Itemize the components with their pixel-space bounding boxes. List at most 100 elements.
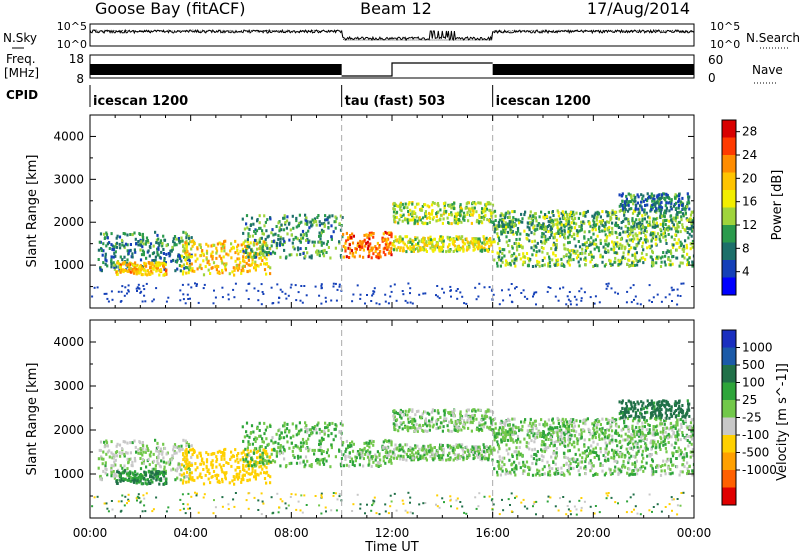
power-cell bbox=[569, 249, 572, 253]
velocity-cell bbox=[456, 429, 459, 433]
power-cell bbox=[581, 243, 584, 247]
power-cell bbox=[250, 216, 254, 220]
power-cell bbox=[648, 245, 651, 249]
power-cell bbox=[538, 264, 541, 268]
power-cell bbox=[167, 252, 170, 255]
power-cell bbox=[144, 272, 147, 276]
power-cell bbox=[152, 267, 155, 271]
power-cell bbox=[502, 214, 505, 218]
power-cell bbox=[465, 302, 468, 305]
power-cell bbox=[412, 245, 415, 249]
power-cell bbox=[154, 230, 157, 234]
power-cell bbox=[597, 249, 601, 253]
power-cell bbox=[456, 297, 459, 300]
power-cell bbox=[644, 198, 647, 202]
power-cell bbox=[376, 241, 379, 245]
power-cell bbox=[630, 194, 633, 198]
power-cell bbox=[528, 226, 531, 230]
power-cell bbox=[612, 248, 615, 252]
velocity-cell bbox=[236, 477, 240, 481]
power-cell bbox=[129, 248, 132, 252]
power-cell bbox=[674, 193, 677, 197]
velocity-cell bbox=[255, 461, 259, 464]
power-cell bbox=[682, 282, 685, 285]
power-cell bbox=[663, 215, 666, 219]
power-cell bbox=[236, 257, 239, 261]
power-cell bbox=[418, 293, 421, 296]
power-cell bbox=[110, 262, 113, 266]
power-cell bbox=[212, 302, 215, 305]
power-cell bbox=[164, 269, 168, 273]
power-cell bbox=[105, 292, 108, 295]
power-cell bbox=[643, 208, 646, 212]
power-cell bbox=[110, 265, 113, 269]
power-cell bbox=[524, 210, 527, 214]
power-cell bbox=[383, 246, 386, 250]
velocity-cell bbox=[407, 429, 410, 433]
velocity-cell bbox=[205, 451, 208, 455]
velocity-cell bbox=[689, 450, 692, 454]
velocity-cell bbox=[305, 442, 308, 445]
velocity-cell bbox=[186, 475, 189, 479]
power-cell bbox=[660, 200, 663, 204]
power-cell bbox=[584, 256, 587, 260]
power-cell bbox=[501, 248, 504, 252]
power-cell bbox=[629, 231, 632, 235]
power-cell bbox=[656, 232, 660, 236]
power-cell bbox=[173, 241, 176, 245]
power-cell bbox=[552, 243, 555, 247]
power-cell bbox=[663, 211, 666, 215]
power-cell bbox=[553, 232, 556, 236]
power-cell bbox=[190, 236, 193, 240]
power-cell bbox=[112, 248, 115, 252]
power-cell bbox=[229, 249, 232, 253]
power-cell bbox=[295, 219, 298, 223]
velocity-cell bbox=[184, 449, 187, 453]
power-cell bbox=[536, 227, 539, 231]
velocity-cell bbox=[242, 459, 245, 463]
power-cell bbox=[482, 210, 485, 214]
velocity-cell bbox=[401, 457, 405, 461]
velocity-cell bbox=[457, 446, 460, 449]
power-cell bbox=[184, 258, 187, 262]
power-cell bbox=[422, 292, 425, 295]
velocity-cell bbox=[453, 425, 456, 429]
power-cell bbox=[472, 211, 475, 215]
power-cell bbox=[658, 205, 661, 209]
velocity-cell bbox=[172, 467, 175, 471]
velocity-cell bbox=[207, 452, 210, 456]
velocity-cell bbox=[307, 437, 310, 441]
velocity-cell bbox=[299, 445, 303, 449]
power-cell bbox=[371, 294, 374, 297]
freq-label: Freq. bbox=[6, 52, 36, 66]
velocity-cell bbox=[283, 448, 286, 451]
power-cell bbox=[497, 242, 500, 246]
velocity-cell bbox=[139, 479, 142, 483]
power-cell bbox=[485, 236, 488, 240]
power-cell bbox=[618, 260, 621, 263]
power-cell bbox=[104, 252, 107, 256]
velocity-cell bbox=[136, 477, 139, 481]
power-cell bbox=[627, 200, 630, 204]
velocity-cell bbox=[401, 427, 404, 431]
velocity-cell bbox=[240, 480, 243, 484]
power-cell bbox=[247, 232, 250, 236]
velocity-cell bbox=[403, 426, 407, 429]
power-cell bbox=[320, 283, 323, 286]
velocity-cell bbox=[462, 425, 465, 428]
power-cell bbox=[287, 222, 291, 226]
power-cell bbox=[669, 200, 672, 204]
velocity-cell bbox=[480, 423, 483, 427]
power-cell bbox=[611, 240, 614, 244]
velocity-cell bbox=[444, 408, 447, 412]
velocity-cell bbox=[311, 448, 314, 452]
power-cell bbox=[407, 241, 410, 244]
power-cell bbox=[358, 254, 361, 258]
velocity-cell bbox=[405, 452, 408, 456]
velocity-cell bbox=[310, 463, 313, 466]
power-cell bbox=[104, 255, 107, 259]
power-cell bbox=[650, 264, 654, 268]
power-cell bbox=[560, 262, 563, 266]
velocity-cell bbox=[471, 416, 474, 420]
velocity-cell bbox=[423, 450, 426, 454]
